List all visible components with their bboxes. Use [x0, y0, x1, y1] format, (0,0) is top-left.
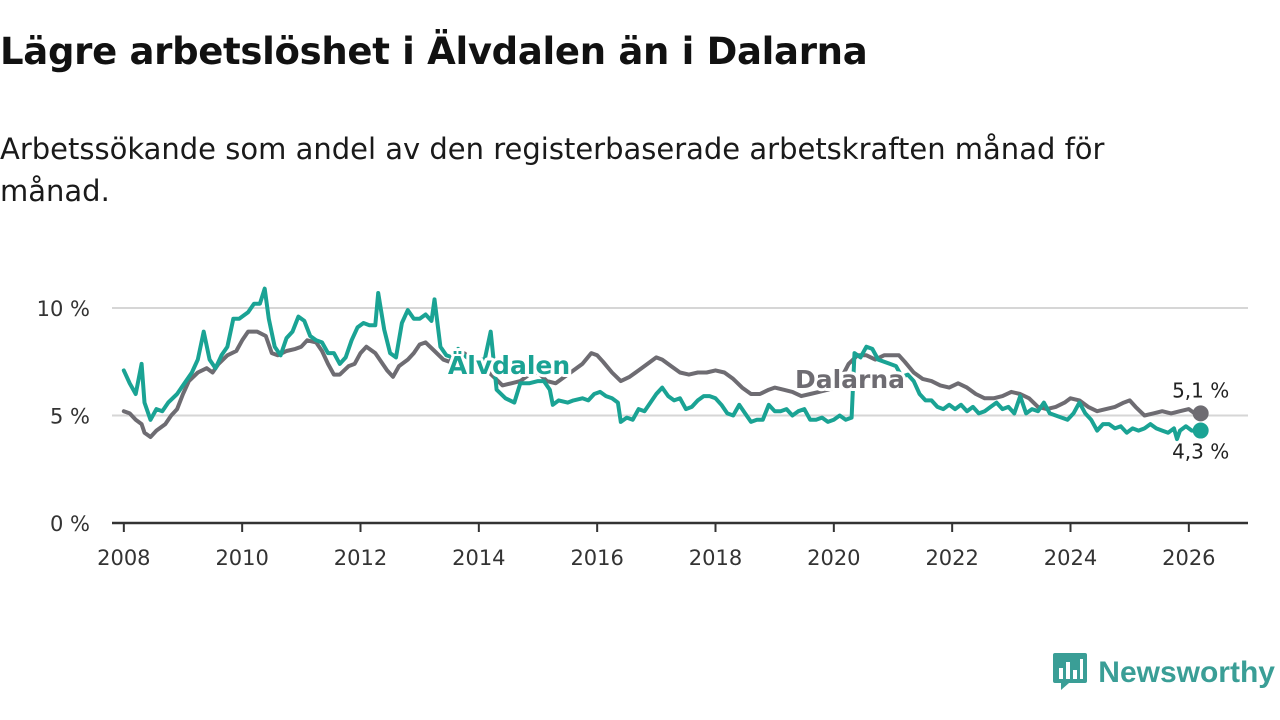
series-line-dalarna — [121, 329, 1203, 439]
x-tick-label: 2018 — [689, 546, 742, 570]
x-tick-label: 2010 — [215, 546, 268, 570]
series-label-alvdalen: Älvdalen — [448, 350, 570, 380]
y-tick-label: 0 % — [50, 512, 90, 536]
x-tick-label: 2008 — [97, 546, 150, 570]
x-tick-label: 2026 — [1162, 546, 1215, 570]
x-tick-label: 2022 — [925, 546, 978, 570]
x-tick-label: 2012 — [334, 546, 387, 570]
x-tick-label: 2014 — [452, 546, 505, 570]
end-value-label-dalarna: 5,1 % — [1172, 378, 1229, 402]
end-point-alvdalen — [1192, 422, 1209, 439]
series-label-dalarna: Dalarna — [795, 365, 905, 394]
end-point-dalarna — [1192, 405, 1209, 422]
x-tick-label: 2020 — [807, 546, 860, 570]
brand-logo: Newsworthy — [1052, 653, 1275, 693]
brand-name: Newsworthy — [1098, 656, 1275, 689]
newsworthy-logo-icon — [1052, 651, 1088, 695]
y-tick-label: 5 % — [50, 405, 90, 429]
chart-title: Lägre arbetslöshet i Älvdalen än i Dalar… — [0, 30, 868, 73]
x-tick-label: 2024 — [1044, 546, 1097, 570]
series-line-alvdalen — [121, 286, 1203, 442]
y-tick-label: 10 % — [37, 297, 90, 321]
chart-subtitle: Arbetssökande som andel av den registerb… — [0, 132, 1105, 208]
end-value-label-alvdalen: 4,3 % — [1172, 440, 1229, 464]
x-tick-label: 2016 — [570, 546, 623, 570]
